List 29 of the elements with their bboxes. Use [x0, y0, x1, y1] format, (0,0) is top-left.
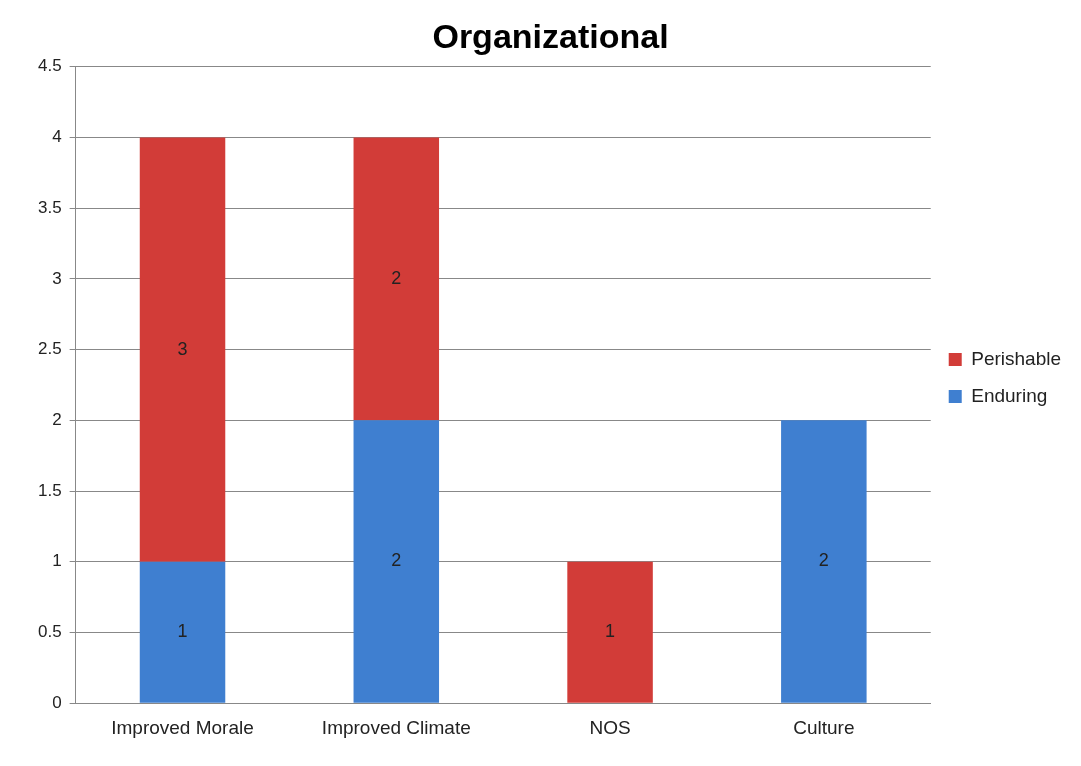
x-tick-label: Improved Climate	[321, 716, 471, 738]
y-tick-label: 0	[52, 692, 62, 712]
data-label: 1	[177, 621, 188, 642]
y-tick-label: 4	[52, 127, 62, 147]
y-tick-label: 3.5	[37, 197, 62, 217]
legend-label: Perishable	[971, 347, 1061, 369]
x-tick-label: Improved Morale	[111, 716, 254, 738]
x-tick-label: Culture	[793, 716, 855, 738]
bar	[353, 420, 440, 703]
bar	[567, 561, 653, 703]
bar	[781, 420, 867, 703]
bar	[139, 137, 226, 562]
y-tick-label: 0.5	[37, 622, 62, 642]
x-tick-label: NOS	[589, 716, 631, 738]
data-label: 2	[391, 267, 402, 288]
y-tick-label: 2	[52, 410, 62, 430]
legend-label: Enduring	[971, 384, 1048, 406]
y-tick-label: 1	[52, 551, 62, 571]
y-tick-label: 3	[52, 268, 62, 288]
y-tick-label: 4.5	[37, 56, 62, 76]
y-tick-label: 1.5	[37, 480, 62, 500]
bar	[353, 137, 440, 421]
bar	[139, 561, 226, 703]
data-label: 2	[818, 550, 829, 571]
data-label: 3	[177, 338, 188, 359]
data-label: 2	[391, 550, 402, 571]
data-label: 1	[605, 621, 616, 642]
y-tick-label: 2.5	[37, 339, 62, 359]
chart-title: Organizational	[432, 16, 669, 55]
